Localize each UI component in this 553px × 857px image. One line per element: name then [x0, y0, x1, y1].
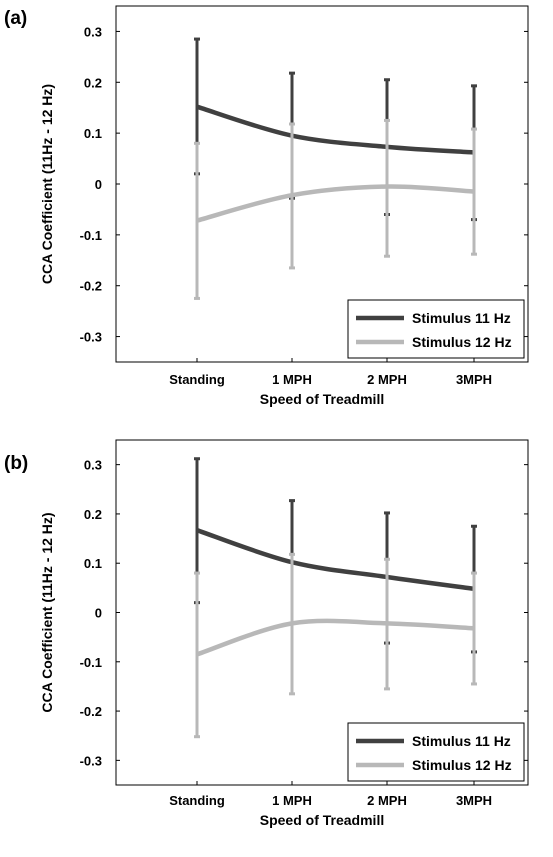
x-axis-title: Speed of Treadmill	[260, 812, 384, 828]
legend-label: Stimulus 11 Hz	[412, 310, 511, 326]
series-line-stimulus-11hz	[196, 528, 475, 592]
y-axis-title: CCA Coefficient (11Hz - 12 Hz)	[39, 84, 55, 284]
series-line-stimulus-11hz	[196, 104, 475, 155]
legend-label: Stimulus 11 Hz	[412, 733, 511, 749]
x-tick-label: 3MPH	[456, 372, 492, 387]
x-tick-label: Standing	[169, 372, 225, 387]
y-tick-label: 0.1	[84, 126, 102, 141]
y-tick-label: 0.2	[84, 507, 102, 522]
y-tick-label: 0	[95, 606, 102, 621]
y-tick-label: -0.3	[80, 753, 102, 768]
series-line-stimulus-12hz	[196, 184, 475, 223]
y-tick-label: 0.1	[84, 556, 102, 571]
x-tick-label: 3MPH	[456, 793, 492, 808]
chart-panel-b: (b) 0.3 0.2 0.1 0 -0.1 -0.2 -0.3 Standing 1 MPH 2 …	[4, 439, 529, 828]
y-tick-label: -0.1	[80, 228, 102, 243]
panel-label: (a)	[4, 8, 27, 29]
legend-box	[347, 299, 525, 359]
y-tick-label: 0.3	[84, 458, 102, 473]
legend-label: Stimulus 12 Hz	[412, 334, 512, 350]
y-tick-label: 0	[95, 177, 102, 192]
y-tick-label: 0.3	[84, 24, 102, 39]
x-tick-label: 1 MPH	[272, 793, 312, 808]
y-tick-label: -0.3	[80, 330, 102, 345]
y-tick-label: 0.2	[84, 75, 102, 90]
y-tick-label: -0.2	[80, 704, 102, 719]
x-tick-label: Standing	[169, 793, 225, 808]
chart-panel-a: (a) 0.3 0.2 0.1 0 -0.1 -0.2 -0.3 Standing 1 MPH 2 …	[4, 5, 529, 407]
x-axis-title: Speed of Treadmill	[260, 391, 384, 407]
x-tick-label: 1 MPH	[272, 372, 312, 387]
series-line-stimulus-12hz	[196, 618, 475, 657]
panel-label: (b)	[4, 453, 28, 474]
x-tick-label: 2 MPH	[367, 793, 407, 808]
legend-label: Stimulus 12 Hz	[412, 757, 512, 773]
y-tick-label: -0.1	[80, 655, 102, 670]
legend-box	[347, 722, 525, 782]
y-tick-label: -0.2	[80, 279, 102, 294]
y-axis-title: CCA Coefficient (11Hz - 12 Hz)	[39, 512, 55, 712]
x-tick-label: 2 MPH	[367, 372, 407, 387]
